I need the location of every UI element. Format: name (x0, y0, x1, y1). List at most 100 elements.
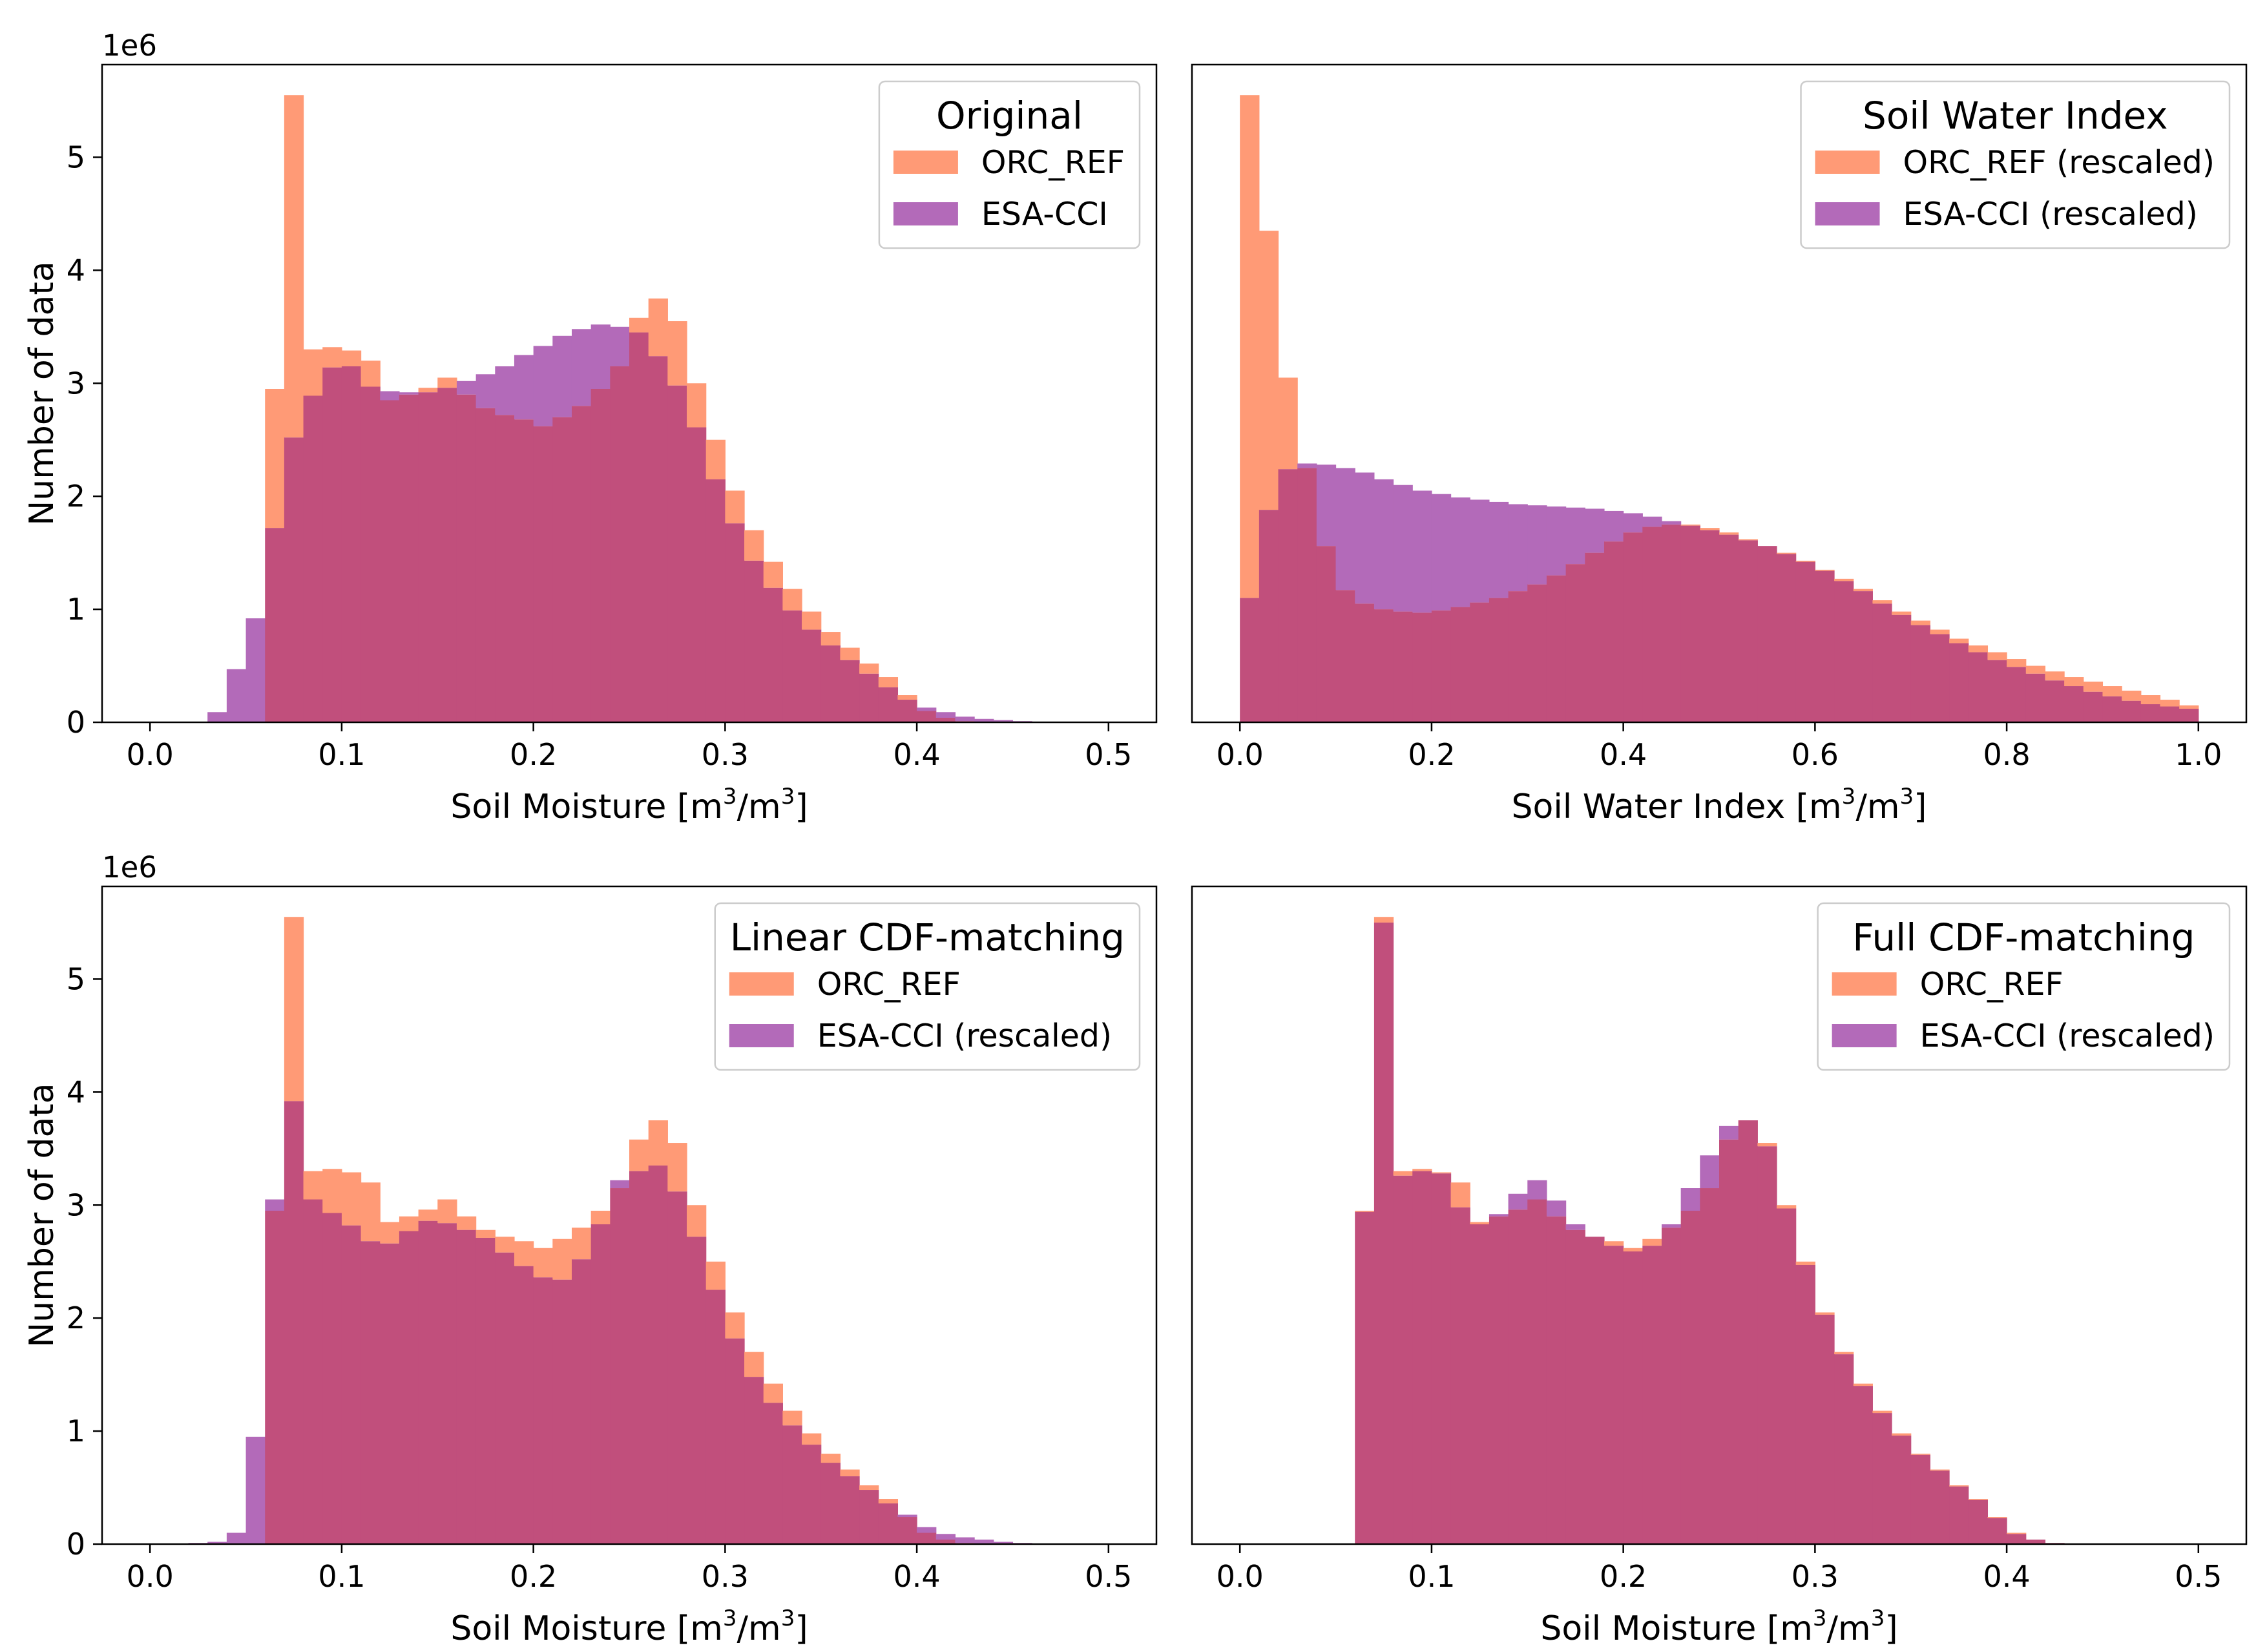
histogram-bar-esa (1431, 494, 1452, 611)
histogram-bar-overlap (437, 388, 457, 722)
x-axis-label-sup: 3 (781, 784, 795, 810)
histogram-bar-overlap (1393, 611, 1413, 722)
histogram-bar-esa (590, 324, 611, 390)
x-axis-label-part: /m (737, 1609, 781, 1648)
histogram-bar-overlap (590, 389, 611, 722)
histogram-bar-esa (1623, 513, 1643, 533)
histogram-bar-esa (955, 716, 975, 722)
histogram-bar-orc (495, 1237, 515, 1253)
histogram-bar-overlap (2179, 709, 2199, 722)
histogram-bar-orc (859, 664, 879, 674)
histogram-bar-orc (475, 1229, 496, 1238)
histogram-bar-overlap (667, 1191, 687, 1544)
histogram-bar-overlap (399, 394, 419, 722)
histogram-bar-esa (1316, 465, 1337, 547)
histogram-bar-overlap (1872, 603, 1892, 722)
histogram-bar-overlap (629, 332, 649, 722)
x-tick-label: 0.5 (2175, 1559, 2222, 1594)
histogram-bar-overlap (437, 1223, 457, 1544)
histogram-bar-esa (1565, 507, 1585, 565)
histogram-bar-overlap (1930, 634, 1950, 722)
histogram-bar-esa (1661, 1224, 1682, 1228)
histogram-bar-orc (1393, 1171, 1413, 1176)
x-axis-label-sup: 3 (723, 1605, 737, 1631)
histogram-bar-overlap (1987, 660, 2007, 722)
histogram-bar-overlap (2007, 1534, 2027, 1544)
panel-linear-cdf-matching: 0.0 0.1 0.2 0.3 0.4 0.5 0 1 2 3 4 5 1e6 Soil Moisture… (23, 850, 1158, 1648)
legend-swatch-orc (893, 151, 958, 174)
histogram-bar-orc (2025, 665, 2046, 674)
histogram-bar-overlap (1757, 1146, 1777, 1544)
histogram-bar-overlap (1431, 610, 1452, 722)
histogram-bar-esa (1700, 1155, 1720, 1189)
histogram-bar-overlap (533, 426, 553, 722)
histogram-bar-orc (744, 1352, 764, 1377)
histogram-bar-esa (935, 1534, 956, 1540)
histogram-bar-overlap (341, 1225, 362, 1544)
histogram-bar-overlap (2083, 691, 2104, 722)
x-tick-label: 0.2 (1408, 737, 1455, 772)
histogram-bar-overlap (1987, 1518, 2007, 1544)
histogram-bar-overlap (1508, 591, 1528, 722)
histogram-bar-orc (2102, 686, 2122, 696)
histogram-bar-orc (552, 1239, 572, 1280)
histogram-bar-orc (437, 377, 457, 388)
y-tick-label: 2 (67, 479, 85, 514)
histogram-bar-overlap (514, 419, 534, 722)
histogram-bar-overlap (1489, 598, 1509, 722)
histogram-bar-orc (1968, 645, 1989, 653)
histogram-bar-orc (571, 1228, 592, 1260)
histogram-bar-overlap (687, 1237, 707, 1544)
legend: Original ORC_REF ESA-CCI (878, 80, 1141, 249)
histogram-bar-esa (1489, 1214, 1509, 1217)
x-axis-label-part: Soil Moisture [m (450, 788, 723, 826)
histogram-bar-orc (1777, 1205, 1797, 1209)
histogram-bar-orc (705, 439, 726, 479)
histogram-bar-overlap (2122, 700, 2142, 722)
legend-entry-label: ESA-CCI (rescaled) (1920, 1018, 2215, 1054)
histogram-bar-overlap (1853, 1386, 1873, 1544)
histogram-bar-overlap (897, 1517, 917, 1544)
histogram-bar-orc (820, 1454, 841, 1463)
histogram-bar-orc (1259, 231, 1279, 510)
histogram-bar-overlap (648, 356, 668, 722)
histogram-bar-overlap (571, 406, 592, 722)
histogram-bar-orc (629, 317, 649, 333)
histogram-bar-overlap (360, 1241, 381, 1544)
histogram-bar-orc (1642, 1239, 1662, 1246)
histogram-bar-overlap (1240, 598, 1260, 722)
histogram-bar-esa (1546, 1200, 1567, 1217)
histogram-bar-overlap (475, 1237, 496, 1544)
histogram-bar-overlap (878, 1503, 899, 1544)
histogram-bar-overlap (1565, 564, 1585, 722)
bars (1240, 95, 2199, 722)
histogram-bar-overlap (610, 1188, 630, 1544)
plot-frame (1191, 885, 2248, 1545)
x-axis-label-sup: 3 (723, 784, 737, 810)
histogram-bar-overlap (1623, 1251, 1643, 1544)
legend-title: Original (936, 94, 1083, 138)
legend-swatch-esa (1815, 202, 1880, 225)
histogram-bar-esa (1565, 1224, 1585, 1230)
histogram-bar-overlap (1316, 546, 1337, 722)
histogram-bar-overlap (1508, 1209, 1528, 1544)
histogram-bar-overlap (1527, 1199, 1547, 1544)
legend-entry-label: ORC_REF (981, 144, 1125, 181)
legend-swatch-esa (1832, 1024, 1897, 1047)
histogram-bar-overlap (1546, 575, 1567, 722)
histogram-bar-overlap (1565, 1229, 1585, 1544)
panel-original: 0.0 0.1 0.2 0.3 0.4 0.5 0 1 2 3 4 5 1e6 Soil Moisture… (23, 28, 1158, 826)
histogram-bar-orc (284, 95, 304, 438)
histogram-bar-orc (1910, 1454, 1930, 1455)
histogram-bar-overlap (1585, 1237, 1605, 1544)
histogram-bar-overlap (418, 392, 438, 722)
x-tick-label: 0.5 (1085, 737, 1132, 772)
histogram-bar-orc (820, 632, 841, 646)
histogram-bar-orc (725, 490, 745, 524)
histogram-bar-esa (1604, 510, 1624, 542)
y-axis-label: Number of data (23, 261, 61, 525)
histogram-bar-overlap (840, 660, 860, 722)
x-axis-label-part: /m (1827, 1609, 1871, 1648)
histogram-bar-overlap (1872, 1413, 1892, 1544)
histogram-bar-overlap (763, 587, 783, 722)
